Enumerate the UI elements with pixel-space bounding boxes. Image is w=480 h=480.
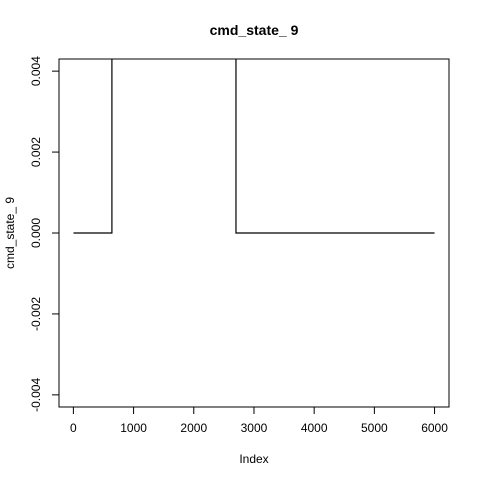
y-tick-label: -0.004 <box>29 378 43 412</box>
y-tick-label: 0.000 <box>29 218 43 248</box>
y-tick-label: 0.004 <box>29 56 43 86</box>
x-tick-label: 5000 <box>361 421 388 435</box>
x-axis-label: Index <box>239 452 268 466</box>
x-tick-label: 6000 <box>421 421 448 435</box>
y-axis-label: cmd_state_ 9 <box>3 197 17 269</box>
y-tick-label: 0.002 <box>29 137 43 167</box>
y-tick-label: -0.002 <box>29 297 43 331</box>
chart-title: cmd_state_ 9 <box>210 22 299 38</box>
data-line <box>73 59 435 234</box>
x-tick-label: 1000 <box>120 421 147 435</box>
x-tick-label: 4000 <box>301 421 328 435</box>
x-tick-label: 0 <box>70 421 77 435</box>
x-tick-label: 3000 <box>241 421 268 435</box>
x-tick-label: 2000 <box>180 421 207 435</box>
